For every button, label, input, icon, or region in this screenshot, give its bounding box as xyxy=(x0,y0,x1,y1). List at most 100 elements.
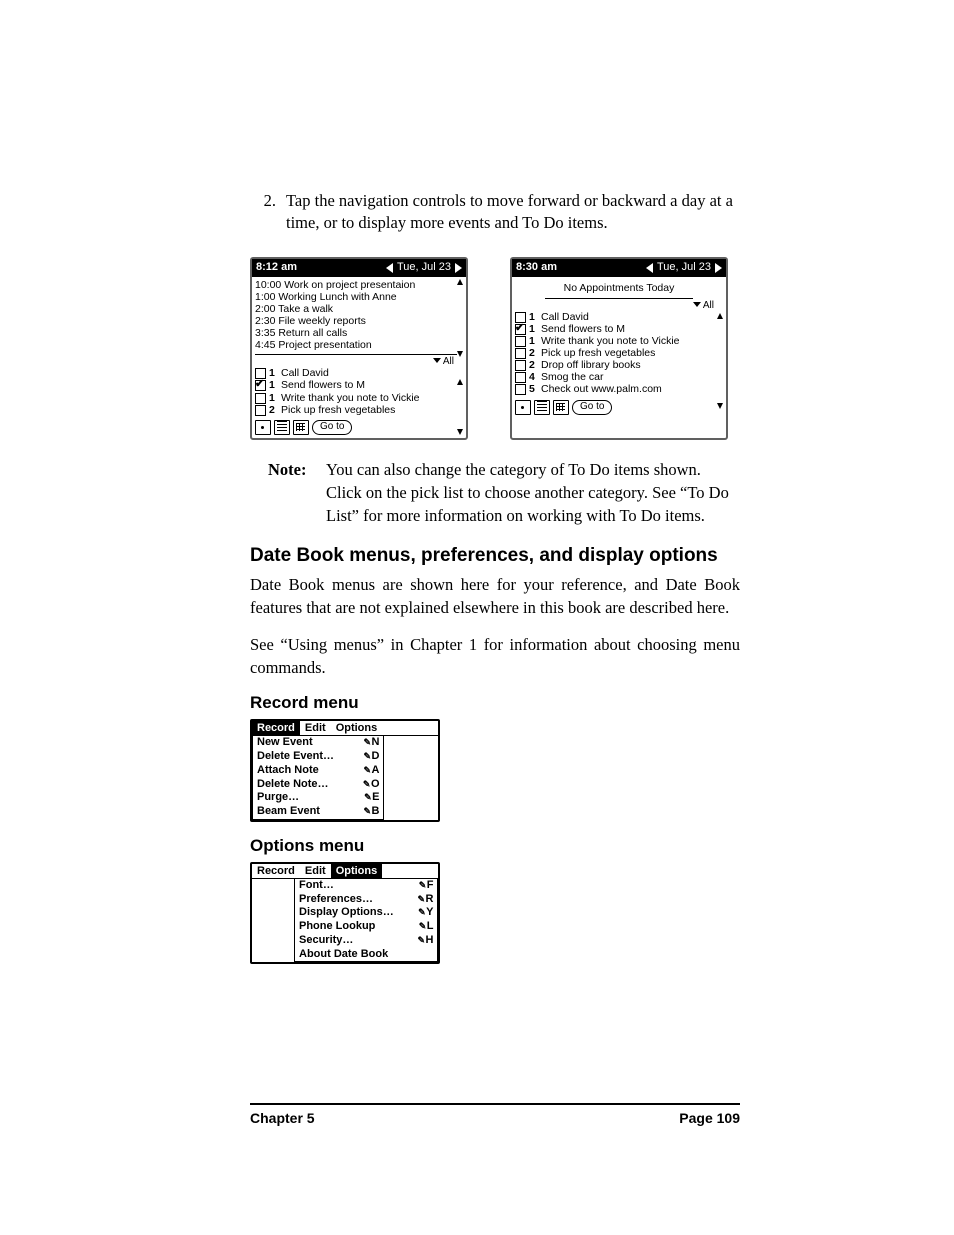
todo-checkbox[interactable] xyxy=(515,348,526,359)
todo-item[interactable]: 2Pick up fresh vegetables xyxy=(255,404,454,416)
page-content: 2. Tap the navigation controls to move f… xyxy=(250,190,740,972)
todo-item[interactable]: 4Smog the car xyxy=(515,371,714,383)
appointment-item[interactable]: 2:00 Take a walk xyxy=(255,303,453,315)
todo-item[interactable]: 1Call David xyxy=(515,311,714,323)
todo-checkbox[interactable] xyxy=(515,384,526,395)
menu-tab[interactable]: Record xyxy=(252,864,300,878)
todo-scrollbar[interactable] xyxy=(457,379,464,435)
todo-item[interactable]: 2Drop off library books xyxy=(515,359,714,371)
todo-text: Pick up fresh vegetables xyxy=(281,404,454,416)
appointment-item[interactable]: 3:35 Return all calls xyxy=(255,327,453,339)
appointment-item[interactable]: 4:45 Project presentation xyxy=(255,339,453,351)
palm-titlebar: 8:12 am Tue, Jul 23 xyxy=(252,259,466,277)
day-view-icon[interactable] xyxy=(255,420,271,435)
todo-list: 1Call David1Send flowers to M1Write than… xyxy=(255,367,463,415)
menu-item[interactable]: About Date Book xyxy=(295,948,437,962)
scroll-down-icon[interactable] xyxy=(457,429,463,435)
menu-item[interactable]: Security…H xyxy=(295,934,437,948)
todo-text: Send flowers to M xyxy=(281,379,454,391)
week-view-icon[interactable] xyxy=(274,420,290,435)
todo-item[interactable]: 1Send flowers to M xyxy=(255,379,454,391)
menu-item[interactable]: Preferences…R xyxy=(295,893,437,907)
menu-item[interactable]: Display Options…Y xyxy=(295,906,437,920)
scroll-down-icon[interactable] xyxy=(717,403,723,409)
menu-tab[interactable]: Options xyxy=(331,864,383,878)
appt-scrollbar[interactable] xyxy=(457,279,464,357)
todo-checkbox[interactable] xyxy=(255,380,266,391)
day-view-icon[interactable] xyxy=(515,400,531,415)
menu-item[interactable]: Delete Note…O xyxy=(253,778,383,792)
todo-item[interactable]: 2Pick up fresh vegetables xyxy=(515,347,714,359)
goto-button[interactable]: Go to xyxy=(572,400,612,415)
dropdown-icon xyxy=(693,302,701,307)
week-view-icon[interactable] xyxy=(534,400,550,415)
todo-checkbox[interactable] xyxy=(515,360,526,371)
todo-checkbox[interactable] xyxy=(255,393,266,404)
appointment-list: 10:00 Work on project presentaion1:00 Wo… xyxy=(255,279,453,351)
todo-scrollbar[interactable] xyxy=(717,313,724,409)
appointment-item[interactable]: 1:00 Working Lunch with Anne xyxy=(255,291,453,303)
scroll-up-icon[interactable] xyxy=(457,379,463,385)
menu-item[interactable]: Phone LookupL xyxy=(295,920,437,934)
todo-text: Write thank you note to Vickie xyxy=(541,335,714,347)
todo-text: Pick up fresh vegetables xyxy=(541,347,714,359)
appointment-item[interactable]: 2:30 File weekly reports xyxy=(255,315,453,327)
next-day-icon[interactable] xyxy=(715,263,722,273)
menu-item[interactable]: Font…F xyxy=(295,879,437,893)
todo-priority: 1 xyxy=(269,367,278,379)
todo-priority: 1 xyxy=(529,311,538,323)
menu-dropdown: New EventNDelete Event…DAttach NoteADele… xyxy=(252,735,384,820)
footer-rule xyxy=(250,1103,740,1105)
todo-priority: 2 xyxy=(529,359,538,371)
todo-item[interactable]: 1Write thank you note to Vickie xyxy=(515,335,714,347)
heading-record-menu: Record menu xyxy=(250,693,740,713)
menu-item[interactable]: Delete Event…D xyxy=(253,750,383,764)
month-view-icon[interactable] xyxy=(293,420,309,435)
next-day-icon[interactable] xyxy=(455,263,462,273)
scroll-up-icon[interactable] xyxy=(457,279,463,285)
palm-agenda-with-appts: 8:12 am Tue, Jul 23 10:00 Work on projec… xyxy=(250,257,468,440)
step-number: 2. xyxy=(250,190,276,212)
heading-main: Date Book menus, preferences, and displa… xyxy=(250,545,740,567)
heading-options-menu: Options menu xyxy=(250,836,740,856)
date-label: Tue, Jul 23 xyxy=(397,261,451,274)
time-label: 8:30 am xyxy=(516,261,557,274)
palm-titlebar: 8:30 am Tue, Jul 23 xyxy=(512,259,726,277)
menu-item[interactable]: Beam EventB xyxy=(253,805,383,819)
divider xyxy=(545,298,693,299)
date-label: Tue, Jul 23 xyxy=(657,261,711,274)
todo-item[interactable]: 1Write thank you note to Vickie xyxy=(255,392,454,404)
todo-checkbox[interactable] xyxy=(255,405,266,416)
menu-tab[interactable]: Record xyxy=(252,721,300,735)
todo-item[interactable]: 1Call David xyxy=(255,367,454,379)
scroll-down-icon[interactable] xyxy=(457,351,463,357)
menu-tab[interactable]: Edit xyxy=(300,721,331,735)
prev-day-icon[interactable] xyxy=(386,263,393,273)
appointment-item[interactable]: 10:00 Work on project presentaion xyxy=(255,279,453,291)
footer-chapter: Chapter 5 xyxy=(250,1110,315,1126)
month-view-icon[interactable] xyxy=(553,400,569,415)
menu-tab[interactable]: Options xyxy=(331,721,383,735)
todo-text: Call David xyxy=(541,311,714,323)
menu-item[interactable]: New EventN xyxy=(253,736,383,750)
todo-text: Write thank you note to Vickie xyxy=(281,392,454,404)
divider xyxy=(255,354,457,355)
menu-tab[interactable]: Edit xyxy=(300,864,331,878)
goto-button[interactable]: Go to xyxy=(312,420,352,435)
category-picker[interactable]: All xyxy=(255,356,454,368)
palm-agenda-no-appts: 8:30 am Tue, Jul 23 No Appointments Toda… xyxy=(510,257,728,440)
menu-dropdown: Font…FPreferences…RDisplay Options…YPhon… xyxy=(294,878,438,963)
category-picker[interactable]: All xyxy=(515,300,714,312)
todo-item[interactable]: 1Send flowers to M xyxy=(515,323,714,335)
note-label: Note: xyxy=(268,458,326,527)
menu-item[interactable]: Attach NoteA xyxy=(253,764,383,778)
todo-checkbox[interactable] xyxy=(515,324,526,335)
scroll-up-icon[interactable] xyxy=(717,313,723,319)
menu-item[interactable]: Purge…E xyxy=(253,791,383,805)
todo-priority: 1 xyxy=(269,392,278,404)
todo-checkbox[interactable] xyxy=(515,336,526,347)
no-appointments-label: No Appointments Today xyxy=(515,282,723,294)
todo-checkbox[interactable] xyxy=(515,372,526,383)
prev-day-icon[interactable] xyxy=(646,263,653,273)
todo-item[interactable]: 5Check out www.palm.com xyxy=(515,383,714,395)
